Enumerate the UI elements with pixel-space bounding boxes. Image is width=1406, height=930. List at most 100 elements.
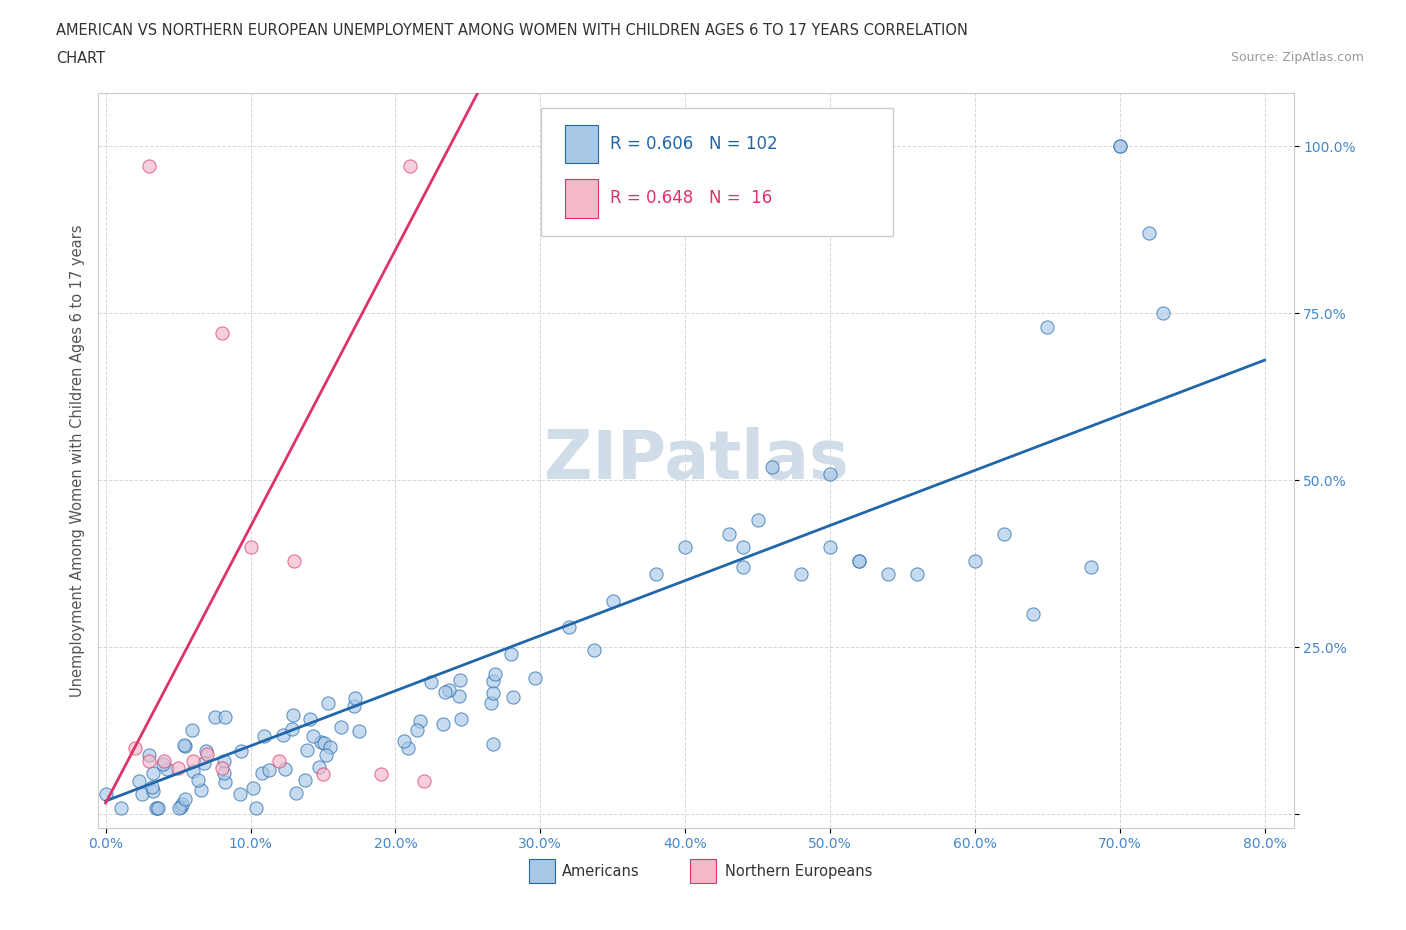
- Point: [330, 720, 353, 735]
- Text: Source: ZipAtlas.com: Source: ZipAtlas.com: [1230, 51, 1364, 64]
- Point: [181, 753, 204, 768]
- Point: [187, 772, 209, 787]
- Point: [195, 747, 218, 762]
- Point: [273, 762, 295, 777]
- Point: [406, 723, 429, 737]
- Point: [558, 620, 581, 635]
- Point: [370, 767, 392, 782]
- Point: [523, 671, 546, 685]
- Bar: [690, 859, 716, 883]
- Point: [790, 566, 813, 581]
- Point: [877, 566, 900, 581]
- Point: [257, 763, 280, 777]
- Point: [180, 723, 202, 737]
- Point: [645, 566, 668, 581]
- Point: [302, 729, 325, 744]
- Point: [1022, 606, 1045, 621]
- Point: [94, 787, 117, 802]
- Point: [138, 159, 160, 174]
- Point: [583, 643, 606, 658]
- Point: [299, 711, 322, 726]
- Point: [211, 760, 233, 775]
- Point: [315, 748, 337, 763]
- Point: [481, 673, 503, 688]
- Point: [131, 787, 153, 802]
- Point: [138, 748, 160, 763]
- Bar: [565, 125, 598, 163]
- Point: [731, 539, 754, 554]
- Point: [253, 729, 276, 744]
- Text: AMERICAN VS NORTHERN EUROPEAN UNEMPLOYMENT AMONG WOMEN WITH CHILDREN AGES 6 TO 1: AMERICAN VS NORTHERN EUROPEAN UNEMPLOYME…: [56, 23, 969, 38]
- Point: [502, 690, 524, 705]
- Point: [848, 553, 870, 568]
- Point: [145, 800, 167, 815]
- Text: R = 0.606   N = 102: R = 0.606 N = 102: [610, 135, 778, 153]
- Point: [1137, 226, 1160, 241]
- Point: [152, 753, 174, 768]
- Y-axis label: Unemployment Among Women with Children Ages 6 to 17 years: Unemployment Among Women with Children A…: [69, 224, 84, 697]
- Point: [156, 762, 179, 777]
- Point: [212, 765, 235, 780]
- Point: [434, 685, 457, 700]
- Point: [308, 759, 330, 774]
- Point: [146, 800, 169, 815]
- Point: [281, 707, 304, 722]
- Point: [174, 738, 197, 753]
- Bar: [529, 859, 555, 883]
- Point: [1108, 139, 1130, 153]
- Bar: [565, 179, 598, 218]
- Point: [319, 739, 342, 754]
- Point: [1036, 319, 1059, 334]
- Text: CHART: CHART: [56, 51, 105, 66]
- Point: [1080, 560, 1102, 575]
- Point: [318, 695, 340, 710]
- Point: [212, 753, 235, 768]
- Point: [343, 698, 366, 713]
- Point: [252, 765, 274, 780]
- Point: [204, 710, 226, 724]
- Point: [214, 774, 236, 789]
- Point: [295, 743, 318, 758]
- Point: [602, 593, 624, 608]
- Point: [229, 786, 252, 801]
- Point: [479, 696, 502, 711]
- Point: [309, 735, 332, 750]
- Point: [312, 736, 335, 751]
- Point: [399, 159, 422, 174]
- Point: [146, 800, 169, 815]
- Point: [239, 539, 262, 554]
- Point: [1152, 306, 1174, 321]
- Point: [173, 738, 195, 753]
- Point: [211, 326, 233, 341]
- Point: [214, 710, 236, 724]
- Point: [167, 800, 190, 815]
- Text: Americans: Americans: [562, 864, 640, 879]
- Point: [482, 737, 505, 751]
- Point: [242, 780, 264, 795]
- Point: [848, 553, 870, 568]
- Point: [181, 764, 204, 778]
- Point: [392, 734, 415, 749]
- Point: [396, 740, 419, 755]
- Point: [347, 724, 370, 738]
- Point: [482, 685, 505, 700]
- Point: [174, 791, 197, 806]
- Point: [124, 740, 146, 755]
- Point: [141, 784, 163, 799]
- Text: R = 0.648   N =  16: R = 0.648 N = 16: [610, 190, 772, 207]
- Point: [419, 674, 441, 689]
- Point: [450, 711, 472, 726]
- Point: [142, 765, 165, 780]
- Point: [432, 716, 454, 731]
- Point: [294, 773, 316, 788]
- Point: [128, 774, 150, 789]
- Point: [818, 539, 841, 554]
- Point: [110, 800, 132, 815]
- Point: [269, 753, 291, 768]
- Point: [413, 774, 436, 789]
- Point: [167, 760, 190, 775]
- Point: [963, 553, 986, 568]
- Point: [747, 513, 769, 528]
- Point: [717, 526, 740, 541]
- Point: [138, 753, 160, 768]
